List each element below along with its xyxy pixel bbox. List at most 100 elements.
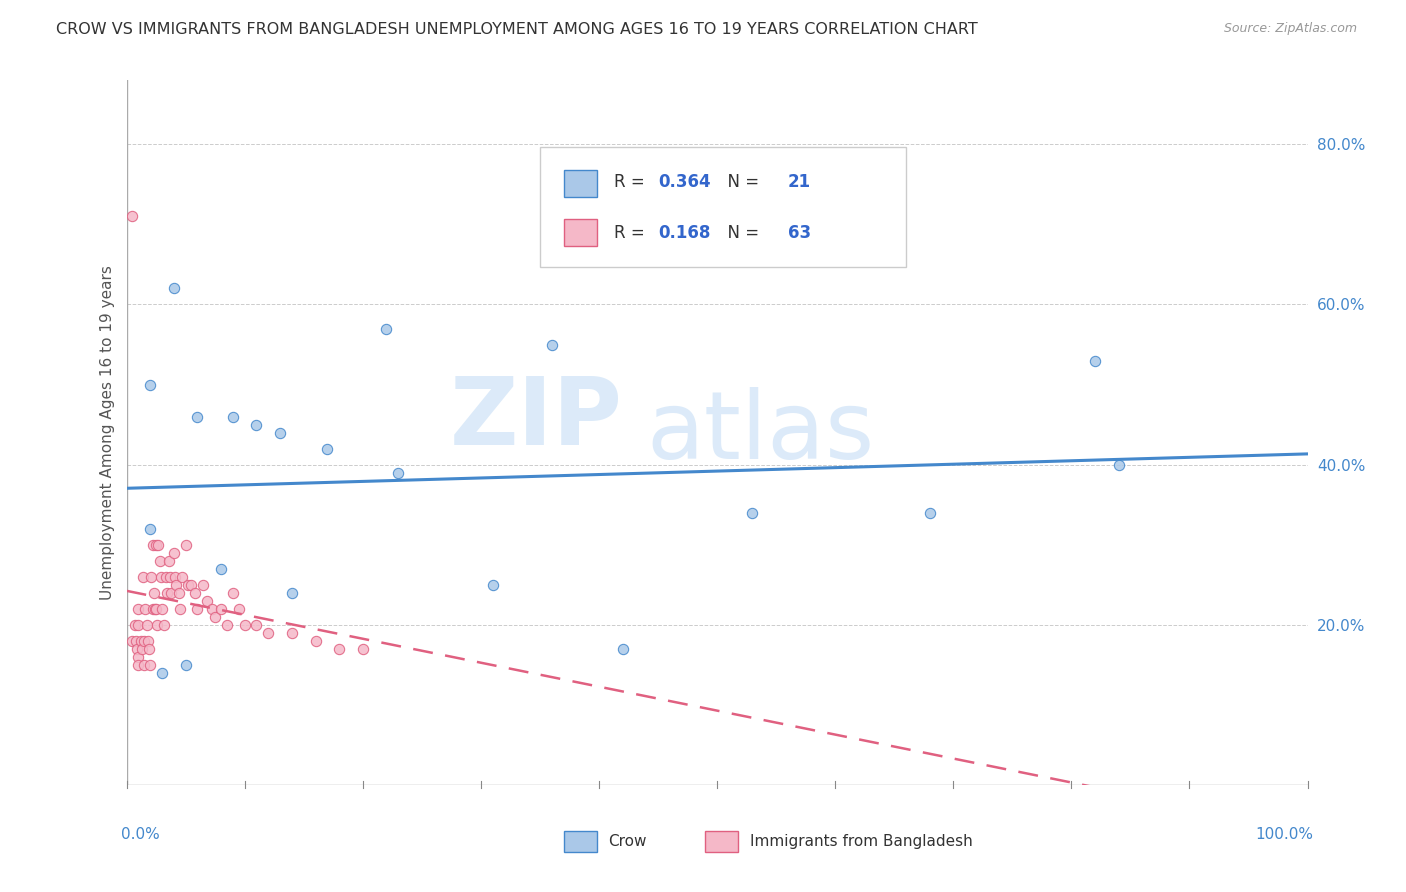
Text: CROW VS IMMIGRANTS FROM BANGLADESH UNEMPLOYMENT AMONG AGES 16 TO 19 YEARS CORREL: CROW VS IMMIGRANTS FROM BANGLADESH UNEMP… — [56, 22, 979, 37]
FancyBboxPatch shape — [564, 219, 596, 246]
Point — [139, 377, 162, 392]
Point — [174, 538, 197, 552]
Point — [141, 570, 163, 584]
Point — [131, 641, 153, 656]
FancyBboxPatch shape — [540, 147, 905, 267]
Text: R =: R = — [614, 173, 651, 192]
Point — [150, 665, 173, 680]
Text: 21: 21 — [787, 173, 811, 192]
Point — [165, 578, 187, 592]
Point — [257, 625, 280, 640]
Point — [186, 409, 208, 424]
Point — [200, 601, 222, 615]
Point — [352, 641, 374, 656]
Point — [177, 578, 200, 592]
Point — [163, 281, 186, 295]
Point — [156, 586, 179, 600]
Point — [741, 506, 763, 520]
Point — [139, 522, 162, 536]
Point — [169, 601, 191, 615]
Point — [138, 641, 160, 656]
Point — [193, 578, 215, 592]
Point — [375, 321, 398, 335]
Point — [135, 617, 157, 632]
Point — [153, 617, 176, 632]
Point — [121, 633, 143, 648]
Point — [328, 641, 350, 656]
Text: N =: N = — [717, 224, 765, 243]
FancyBboxPatch shape — [564, 830, 596, 852]
Point — [136, 633, 159, 648]
Point — [148, 538, 170, 552]
Point — [233, 617, 256, 632]
Point — [209, 601, 232, 615]
Point — [281, 586, 304, 600]
Point — [160, 586, 183, 600]
Point — [134, 633, 156, 648]
Point — [134, 601, 156, 615]
Point — [149, 554, 172, 568]
Text: N =: N = — [717, 173, 765, 192]
Point — [141, 601, 163, 615]
Point — [228, 601, 250, 615]
Point — [127, 657, 149, 672]
Point — [304, 633, 326, 648]
Point — [145, 601, 167, 615]
Point — [127, 601, 149, 615]
Point — [481, 578, 503, 592]
FancyBboxPatch shape — [706, 830, 738, 852]
Point — [145, 538, 167, 552]
Point — [121, 210, 143, 224]
Point — [127, 649, 149, 664]
Point — [269, 425, 291, 440]
Text: 63: 63 — [787, 224, 811, 243]
Point — [245, 617, 267, 632]
Point — [186, 601, 208, 615]
Point — [150, 601, 173, 615]
Point — [125, 633, 148, 648]
Point — [132, 570, 155, 584]
FancyBboxPatch shape — [564, 169, 596, 196]
Text: 0.168: 0.168 — [658, 224, 710, 243]
Point — [918, 506, 941, 520]
Text: Immigrants from Bangladesh: Immigrants from Bangladesh — [751, 834, 973, 849]
Text: ZIP: ZIP — [450, 373, 623, 465]
Text: atlas: atlas — [647, 386, 875, 479]
Point — [139, 657, 162, 672]
Point — [127, 617, 149, 632]
Point — [180, 578, 202, 592]
Text: 0.364: 0.364 — [658, 173, 710, 192]
Point — [170, 570, 193, 584]
Point — [146, 617, 169, 632]
Point — [215, 617, 238, 632]
Point — [281, 625, 304, 640]
Point — [316, 442, 339, 456]
Text: R =: R = — [614, 224, 651, 243]
Point — [149, 570, 172, 584]
Point — [143, 601, 166, 615]
Text: 100.0%: 100.0% — [1256, 827, 1313, 842]
Point — [1108, 458, 1130, 472]
Point — [129, 633, 152, 648]
Text: Source: ZipAtlas.com: Source: ZipAtlas.com — [1223, 22, 1357, 36]
Point — [159, 570, 181, 584]
Y-axis label: Unemployment Among Ages 16 to 19 years: Unemployment Among Ages 16 to 19 years — [100, 265, 115, 600]
Point — [142, 586, 165, 600]
Point — [222, 409, 245, 424]
Point — [167, 586, 190, 600]
Point — [540, 337, 562, 351]
Point — [134, 657, 156, 672]
Point — [204, 609, 226, 624]
Text: 0.0%: 0.0% — [121, 827, 159, 842]
Point — [245, 417, 267, 432]
Point — [209, 562, 232, 576]
Point — [1084, 353, 1107, 368]
Point — [387, 466, 409, 480]
Text: Crow: Crow — [609, 834, 647, 849]
Point — [141, 538, 163, 552]
Point — [174, 657, 197, 672]
Point — [163, 546, 186, 560]
Point — [124, 617, 146, 632]
Point — [222, 586, 245, 600]
Point — [127, 641, 149, 656]
